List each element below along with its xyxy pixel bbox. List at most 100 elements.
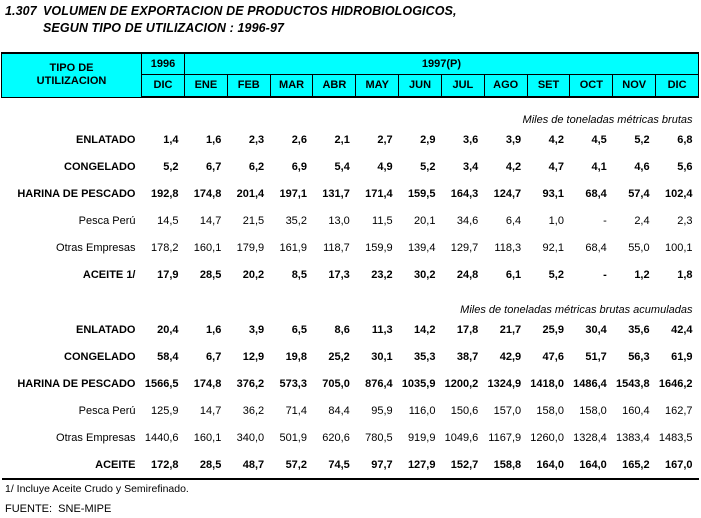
value-cell: 124,7 [493,187,522,200]
value-cell: 6,4 [505,214,522,227]
column-header-set: SET [526,74,571,98]
value-cell: 35,3 [414,350,436,363]
value-cell: 34,6 [456,214,479,227]
value-cell: 68,4 [585,241,607,254]
value-cell: 20,4 [157,323,179,336]
value-cell: 118,3 [494,241,522,254]
value-cell: 74,5 [312,451,356,480]
value-cell: 6,7 [206,350,222,363]
column-header-1997: 1997(P) [184,52,699,75]
value-cell: 125,9 [150,404,179,417]
row-label: CONGELADO [64,160,136,173]
value-cell: 160,1 [193,241,222,254]
value-cell: 17,3 [328,268,350,281]
column-header-tipo-de-utilizacion: TIPO DE UTILIZACION [1,52,142,98]
row-label: HARINA DE PESCADO [17,377,136,390]
value-cell: 178,2 [150,241,179,254]
value-cell: 160,4 [622,404,650,417]
value-cell: 97,7 [355,451,399,480]
column-header-jul: JUL [440,74,485,98]
export-volume-table: TIPO DE UTILIZACION 1996 1997(P) DIC ENE… [1,52,699,480]
value-cell: 5,2 [163,160,179,173]
table-row: HARINA DE PESCADO 1566,5 174,8 376,2 573,3 70… [2,370,699,397]
value-cell: 1200,2 [444,377,479,390]
value-cell: 21,5 [242,214,265,227]
value-cell: 1328,4 [573,431,607,444]
value-cell: 17,8 [456,323,479,336]
row-label: Otras Empresas [56,241,136,254]
column-header-jun: JUN [398,74,442,98]
value-cell: 174,8 [193,377,222,390]
value-cell: 1543,8 [615,377,650,390]
table-row: Otras Empresas 178,2 160,1 179,9 161,9 118,7 1… [2,234,699,261]
value-cell: 340,0 [236,431,265,444]
value-cell: 164,0 [527,451,570,480]
value-cell: 1,4 [163,133,179,146]
column-header-dic-1996: DIC [141,74,185,98]
value-cell: 2,1 [334,133,350,146]
value-cell: 14,5 [157,214,179,227]
value-cell: 8,6 [334,323,350,336]
column-header-dic: DIC [655,74,699,98]
value-cell: 620,6 [322,431,350,444]
value-cell: 6,1 [505,268,522,281]
header-row-months: DIC ENE FEB MAR ABR MAY JUN JUL AGO SET OCT NOV DIC [2,74,699,98]
value-cell: 6,7 [206,160,222,173]
row-label: CONGELADO [64,350,136,363]
value-cell: 30,2 [414,268,436,281]
header-row-years: TIPO DE UTILIZACION 1996 1997(P) [1,52,699,98]
title-indent-spacer [5,20,43,37]
value-cell: 3,4 [463,160,479,173]
value-cell: 1646,2 [658,377,693,390]
value-cell: 14,7 [199,214,222,227]
column-header-nov: NOV [612,74,657,98]
value-cell: 1260,0 [530,431,564,444]
value-cell: - [603,268,607,281]
value-cell: 131,7 [322,187,350,200]
value-cell: 6,5 [291,323,307,336]
value-cell: 127,9 [398,451,442,480]
value-cell: 4,7 [548,160,564,173]
value-cell: 919,9 [407,431,436,444]
value-cell: 172,8 [141,451,185,480]
value-cell: 2,6 [291,133,307,146]
row-label: Pesca Perú [78,404,136,417]
value-cell: 48,7 [227,451,271,480]
value-cell: 95,9 [371,404,393,417]
value-cell: 164,0 [569,451,613,480]
value-cell: 35,2 [285,214,307,227]
value-cell: 5,6 [677,160,693,173]
value-cell: 23,2 [371,268,393,281]
value-cell: 5,2 [634,133,650,146]
value-cell: 2,9 [420,133,436,146]
value-cell: 3,9 [505,133,522,146]
column-header-oct: OCT [569,74,614,98]
value-cell: 1486,4 [573,377,607,390]
value-cell: 4,1 [591,160,607,173]
value-cell: 501,9 [279,431,307,444]
value-cell: 5,2 [548,268,564,281]
value-cell: 24,8 [456,268,479,281]
value-cell: 5,4 [334,160,350,173]
value-cell: 152,7 [441,451,485,480]
value-cell: 20,1 [414,214,436,227]
value-cell: 4,9 [377,160,393,173]
value-cell: 3,9 [248,323,265,336]
value-cell: 164,3 [450,187,479,200]
value-cell: 2,3 [248,133,265,146]
value-cell: 116,0 [408,404,436,417]
value-cell: 1,0 [548,214,564,227]
value-cell: 1440,6 [144,431,179,444]
value-cell: 8,5 [291,268,307,281]
value-cell: 159,9 [365,241,393,254]
value-cell: 2,3 [677,214,693,227]
value-cell: 1,6 [206,133,222,146]
value-cell: 28,5 [184,451,228,480]
value-cell: 174,8 [193,187,222,200]
table-row: Otras Empresas 1440,6 160,1 340,0 501,9 620,6… [2,424,699,451]
value-cell: 30,1 [371,350,393,363]
value-cell: 159,5 [407,187,436,200]
value-cell: 165,2 [612,451,656,480]
row-label: HARINA DE PESCADO [17,187,136,200]
